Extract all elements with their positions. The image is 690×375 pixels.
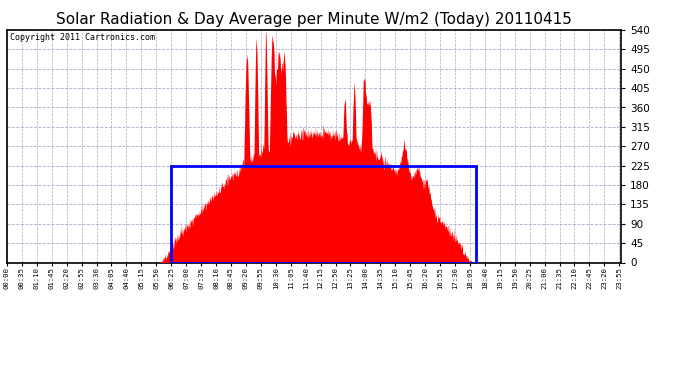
Title: Solar Radiation & Day Average per Minute W/m2 (Today) 20110415: Solar Radiation & Day Average per Minute…: [56, 12, 572, 27]
Bar: [171, 166, 476, 262]
Text: Copyright 2011 Cartronics.com: Copyright 2011 Cartronics.com: [10, 33, 155, 42]
